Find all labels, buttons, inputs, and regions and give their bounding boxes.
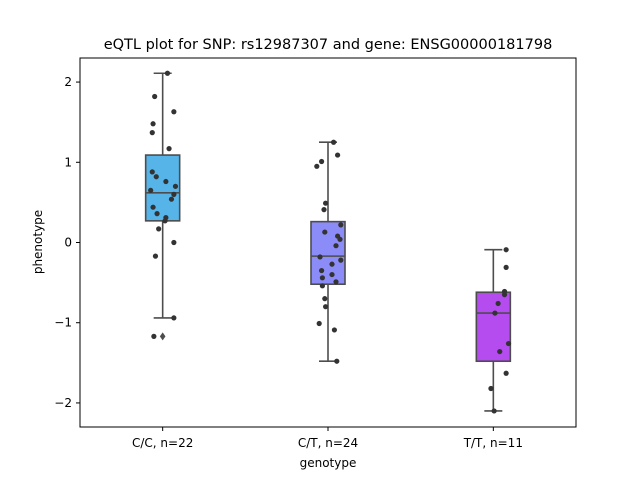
data-point bbox=[171, 109, 177, 115]
data-point bbox=[323, 304, 329, 310]
data-point bbox=[331, 139, 337, 145]
data-point bbox=[149, 169, 155, 175]
data-point bbox=[171, 239, 177, 246]
data-point bbox=[154, 211, 160, 217]
data-point bbox=[152, 253, 159, 259]
data-point bbox=[321, 207, 327, 213]
data-point bbox=[164, 70, 171, 76]
data-point bbox=[319, 283, 325, 289]
data-point bbox=[316, 320, 322, 327]
data-point bbox=[319, 275, 325, 281]
y-tick-label: −1 bbox=[54, 316, 72, 330]
data-point bbox=[148, 187, 154, 193]
data-point bbox=[314, 163, 320, 169]
data-point bbox=[163, 178, 169, 185]
data-point bbox=[492, 310, 498, 316]
outlier-marker bbox=[159, 332, 166, 341]
data-point bbox=[171, 315, 177, 321]
data-point bbox=[166, 146, 172, 152]
box bbox=[475, 291, 512, 363]
data-point bbox=[319, 158, 325, 165]
data-point bbox=[329, 261, 335, 267]
data-point bbox=[338, 257, 344, 263]
data-point bbox=[337, 236, 343, 242]
data-point bbox=[503, 264, 509, 270]
y-tick-label: 1 bbox=[64, 155, 72, 169]
x-tick-label: C/T, n=24 bbox=[298, 436, 358, 450]
data-point bbox=[329, 271, 335, 278]
data-point bbox=[501, 292, 508, 298]
data-point bbox=[331, 327, 337, 333]
data-point bbox=[491, 408, 497, 414]
data-point bbox=[497, 348, 503, 355]
x-tick-label: C/C, n=22 bbox=[132, 436, 193, 450]
data-point bbox=[322, 229, 328, 235]
data-point bbox=[151, 333, 157, 339]
data-point bbox=[333, 279, 339, 285]
data-point bbox=[171, 191, 177, 197]
x-axis-label: genotype bbox=[300, 456, 357, 470]
data-point bbox=[505, 340, 512, 347]
data-point bbox=[323, 200, 329, 206]
data-point bbox=[168, 196, 175, 202]
y-axis-label: phenotype bbox=[31, 210, 45, 274]
data-point bbox=[149, 130, 155, 136]
data-point bbox=[334, 358, 340, 364]
data-point bbox=[488, 385, 494, 392]
data-point bbox=[156, 226, 162, 232]
box bbox=[310, 220, 346, 286]
data-point bbox=[172, 183, 179, 189]
y-tick-label: −2 bbox=[54, 396, 72, 410]
y-tick-label: 0 bbox=[64, 236, 72, 250]
data-point bbox=[150, 204, 156, 210]
data-point bbox=[162, 218, 168, 224]
data-point bbox=[319, 267, 325, 274]
data-point bbox=[335, 152, 341, 158]
data-point bbox=[317, 254, 323, 260]
data-point bbox=[495, 300, 501, 307]
y-tick-label: 2 bbox=[64, 75, 72, 89]
data-point bbox=[333, 243, 339, 249]
data-point bbox=[503, 247, 509, 253]
data-point bbox=[153, 174, 159, 180]
data-point bbox=[503, 370, 509, 376]
data-point bbox=[338, 222, 344, 228]
data-point bbox=[322, 296, 328, 302]
x-tick-label: T/T, n=11 bbox=[463, 436, 523, 450]
chart-title: eQTL plot for SNP: rs12987307 and gene: … bbox=[104, 37, 553, 53]
data-point bbox=[152, 93, 158, 100]
data-point bbox=[150, 121, 156, 127]
